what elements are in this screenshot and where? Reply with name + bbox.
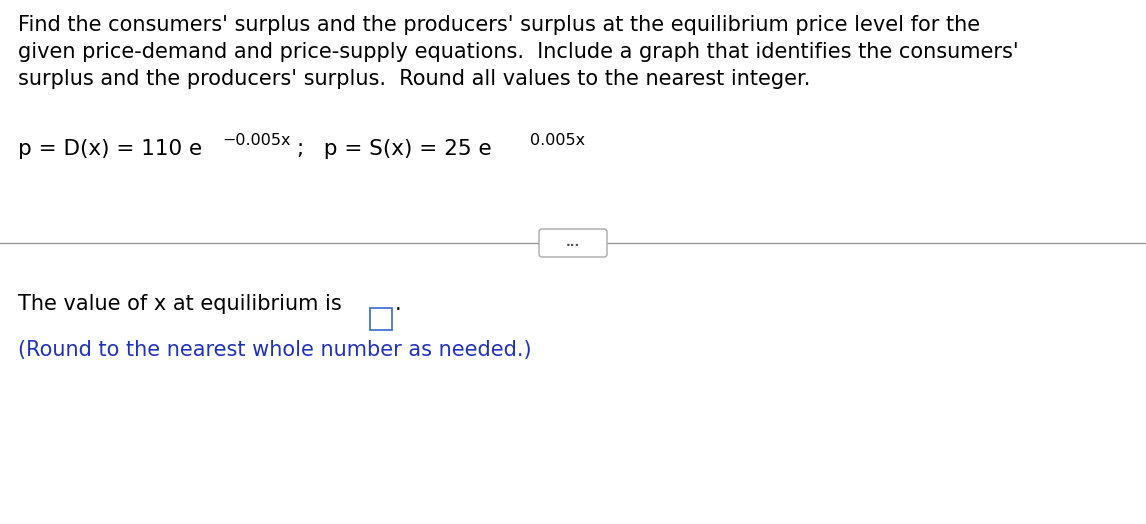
FancyBboxPatch shape — [539, 229, 607, 257]
Text: 0.005x: 0.005x — [529, 133, 586, 148]
Text: p = D(x) = 110 e: p = D(x) = 110 e — [18, 139, 202, 159]
Text: ...: ... — [566, 236, 580, 249]
Text: Find the consumers' surplus and the producers' surplus at the equilibrium price : Find the consumers' surplus and the prod… — [18, 15, 1019, 90]
Text: .: . — [395, 294, 401, 314]
Text: ;: ; — [296, 139, 304, 159]
Text: (Round to the nearest whole number as needed.): (Round to the nearest whole number as ne… — [18, 340, 532, 360]
Text: The value of x at equilibrium is: The value of x at equilibrium is — [18, 294, 342, 314]
Text: −0.005x: −0.005x — [222, 133, 290, 148]
Text: p = S(x) = 25 e: p = S(x) = 25 e — [311, 139, 492, 159]
FancyBboxPatch shape — [370, 308, 392, 330]
